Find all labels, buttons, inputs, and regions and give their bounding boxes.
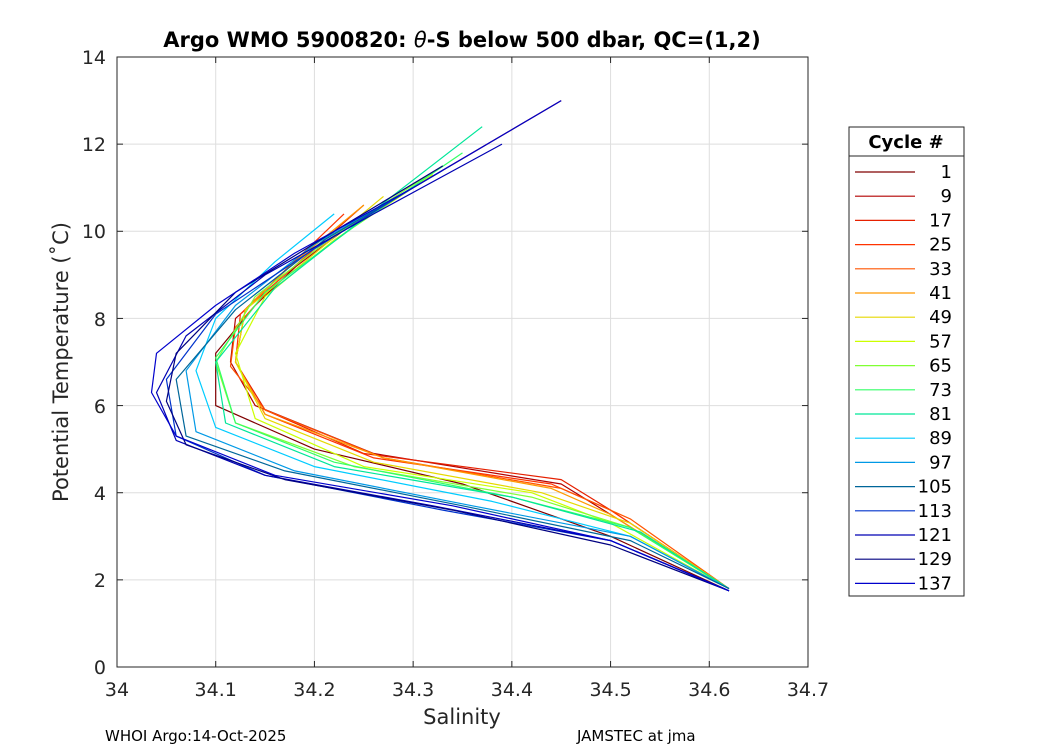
series-line-cycle-137 [150, 100, 730, 592]
legend-label-cycle-17: 17 [929, 210, 952, 231]
chart-title: Argo WMO 5900820: θ-S below 500 dbar, QC… [163, 28, 760, 52]
legend-label-cycle-9: 9 [941, 186, 952, 207]
legend-label-cycle-41: 41 [929, 283, 952, 304]
x-tick-label: 34.3 [392, 679, 434, 701]
legend-label-cycle-97: 97 [929, 452, 952, 473]
y-tick-label: 6 [94, 396, 106, 418]
legend-box [848, 126, 965, 597]
footer-left: WHOI Argo:14-Oct-2025 [105, 727, 286, 745]
legend-label-cycle-49: 49 [929, 307, 952, 328]
legend-items: 1 9 17 25 33 41 49 57 65 73 81 89 97 105 113 121 129 137 [855, 162, 952, 594]
plot-frame [116, 56, 809, 668]
x-tick-label: 34.1 [195, 679, 237, 701]
legend-label-cycle-25: 25 [929, 235, 952, 256]
legend-label-cycle-89: 89 [929, 428, 952, 449]
series-line-cycle-33 [229, 230, 730, 590]
axis-ticks [116, 56, 809, 668]
series-line-cycle-41 [234, 204, 730, 590]
x-tick-label: 34.2 [293, 679, 335, 701]
y-tick-labels: 0 2 4 6 8 10 12 14 [82, 47, 106, 679]
series-line-cycle-129 [165, 165, 730, 592]
legend-label-cycle-33: 33 [929, 259, 952, 280]
series-line-cycle-81 [215, 126, 730, 590]
x-tick-label: 34.7 [787, 679, 829, 701]
series-line-cycle-97 [185, 187, 730, 590]
y-tick-label: 4 [94, 483, 106, 505]
y-tick-label: 10 [82, 221, 106, 243]
y-tick-label: 14 [82, 47, 106, 69]
legend-label-cycle-65: 65 [929, 356, 952, 377]
series-line-cycle-105 [175, 169, 730, 590]
legend-label-cycle-57: 57 [929, 331, 952, 352]
legend-label-cycle-129: 129 [918, 549, 952, 570]
y-tick-label: 2 [94, 570, 106, 592]
y-axis-label: Potential Temperature (˚C) [49, 222, 73, 502]
y-tick-label: 0 [94, 657, 106, 679]
footer-right: JAMSTEC at jma [576, 727, 696, 745]
x-tick-label: 34.6 [688, 679, 730, 701]
x-tick-label: 34.5 [589, 679, 631, 701]
x-tick-label: 34 [105, 679, 129, 701]
y-tick-label: 12 [82, 134, 106, 156]
y-tick-label: 8 [94, 309, 106, 331]
legend-label-cycle-73: 73 [929, 380, 952, 401]
legend-label-cycle-105: 105 [918, 477, 952, 498]
legend-label-cycle-137: 137 [918, 573, 952, 594]
legend-title: Cycle # [868, 132, 943, 153]
x-axis-label: Salinity [423, 705, 501, 729]
legend-label-cycle-113: 113 [918, 501, 952, 522]
x-tick-label: 34.4 [491, 679, 533, 701]
legend-label-cycle-121: 121 [918, 525, 952, 546]
legend-label-cycle-1: 1 [941, 162, 952, 183]
legend-label-cycle-81: 81 [929, 404, 952, 425]
series-line-cycle-121 [155, 143, 730, 592]
legend: Cycle # 1 9 17 25 33 41 49 57 65 73 81 89 97 105 113 12… [848, 126, 965, 597]
x-tick-labels: 34 34.1 34.2 34.3 34.4 34.5 34.6 34.7 [105, 679, 829, 701]
plot-lines [150, 100, 730, 592]
